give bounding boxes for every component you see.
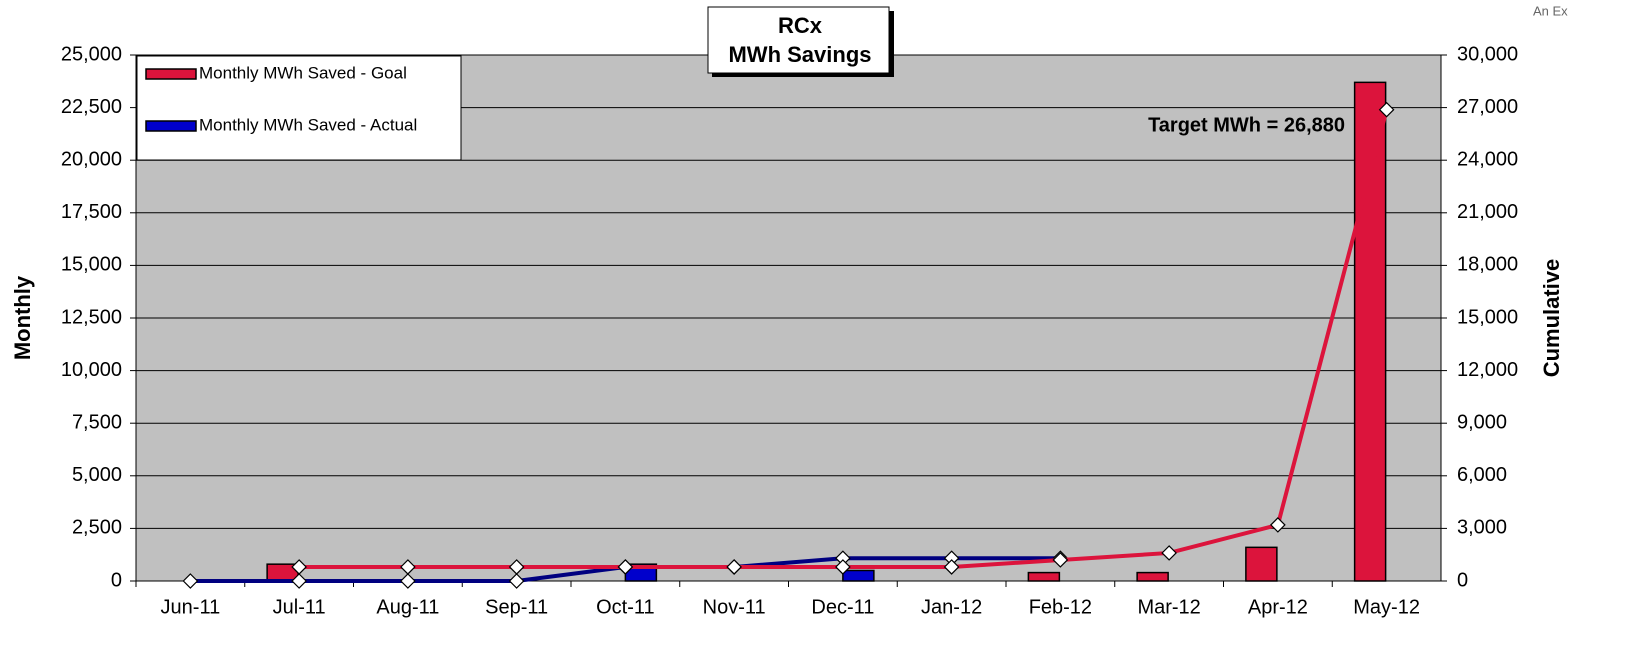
marker <box>400 573 416 589</box>
legend-swatch <box>145 68 197 80</box>
y2-tick-label: 21,000 <box>1457 201 1518 223</box>
marker <box>400 559 416 575</box>
y2-tick-label: 18,000 <box>1457 254 1518 276</box>
y2-tick-label: 12,000 <box>1457 359 1518 381</box>
marker <box>508 573 525 589</box>
x-tick-label: Jan-12 <box>921 596 982 618</box>
marker <box>291 559 307 575</box>
y2-axis-label: Cumulative <box>1539 259 1564 378</box>
y-tick-label: 17,500 <box>61 201 122 223</box>
y2-tick-label: 9,000 <box>1457 411 1507 433</box>
annotation: Target MWh = 26,880 <box>1148 114 1345 136</box>
y2-tick-label: 30,000 <box>1457 43 1518 65</box>
marker <box>943 559 960 575</box>
bar <box>842 569 875 582</box>
legend-label: Monthly MWh Saved - Actual <box>199 115 417 134</box>
x-tick-label: Feb-12 <box>1029 596 1092 618</box>
x-tick-label: Apr-12 <box>1248 596 1308 618</box>
x-tick-label: Jun-11 <box>161 596 221 618</box>
marker <box>726 559 742 575</box>
x-tick-label: Oct-11 <box>596 596 655 618</box>
y-tick-label: 10,000 <box>61 359 122 381</box>
x-tick-label: Aug-11 <box>376 596 439 618</box>
y-tick-label: 2,500 <box>72 517 122 539</box>
y2-tick-label: 27,000 <box>1457 96 1518 118</box>
y-tick-label: 5,000 <box>72 464 122 486</box>
y-tick-label: 7,500 <box>72 411 122 433</box>
marker <box>1270 517 1286 533</box>
marker <box>1378 101 1395 118</box>
y2-tick-label: 0 <box>1457 569 1468 591</box>
legend-label: Monthly MWh Saved - Goal <box>199 63 407 82</box>
y-tick-label: 12,500 <box>61 306 122 328</box>
y2-tick-label: 6,000 <box>1457 464 1507 486</box>
bar <box>1353 81 1387 582</box>
marker <box>182 573 199 589</box>
bar <box>1245 546 1278 582</box>
y-tick-label: 22,500 <box>61 96 122 118</box>
chart-title: MWh Savings <box>728 42 871 67</box>
title-box <box>707 6 890 74</box>
x-tick-label: May-12 <box>1353 596 1420 618</box>
marker <box>1161 545 1177 561</box>
y-tick-label: 25,000 <box>61 43 122 65</box>
bar <box>1136 571 1169 582</box>
x-tick-label: Dec-11 <box>811 596 874 618</box>
x-tick-label: Mar-12 <box>1137 596 1200 618</box>
y-tick-label: 20,000 <box>61 148 122 170</box>
marker <box>291 573 307 589</box>
marker <box>508 559 525 575</box>
corner-text: An Ex <box>1533 3 1568 18</box>
legend-swatch <box>145 120 197 132</box>
y2-tick-label: 3,000 <box>1457 517 1507 539</box>
x-tick-label: Jul-11 <box>273 596 326 618</box>
marker <box>1052 552 1069 568</box>
y-tick-label: 0 <box>111 569 122 591</box>
y2-tick-label: 15,000 <box>1457 306 1518 328</box>
marker <box>835 559 851 575</box>
marker <box>617 559 634 575</box>
chart-title: RCx <box>778 13 823 38</box>
y-tick-label: 15,000 <box>61 254 122 276</box>
y2-tick-label: 24,000 <box>1457 148 1518 170</box>
x-tick-label: Nov-11 <box>703 596 766 618</box>
bar <box>1027 571 1061 582</box>
y-axis-label: Monthly <box>10 275 35 360</box>
x-tick-label: Sep-11 <box>485 596 548 618</box>
